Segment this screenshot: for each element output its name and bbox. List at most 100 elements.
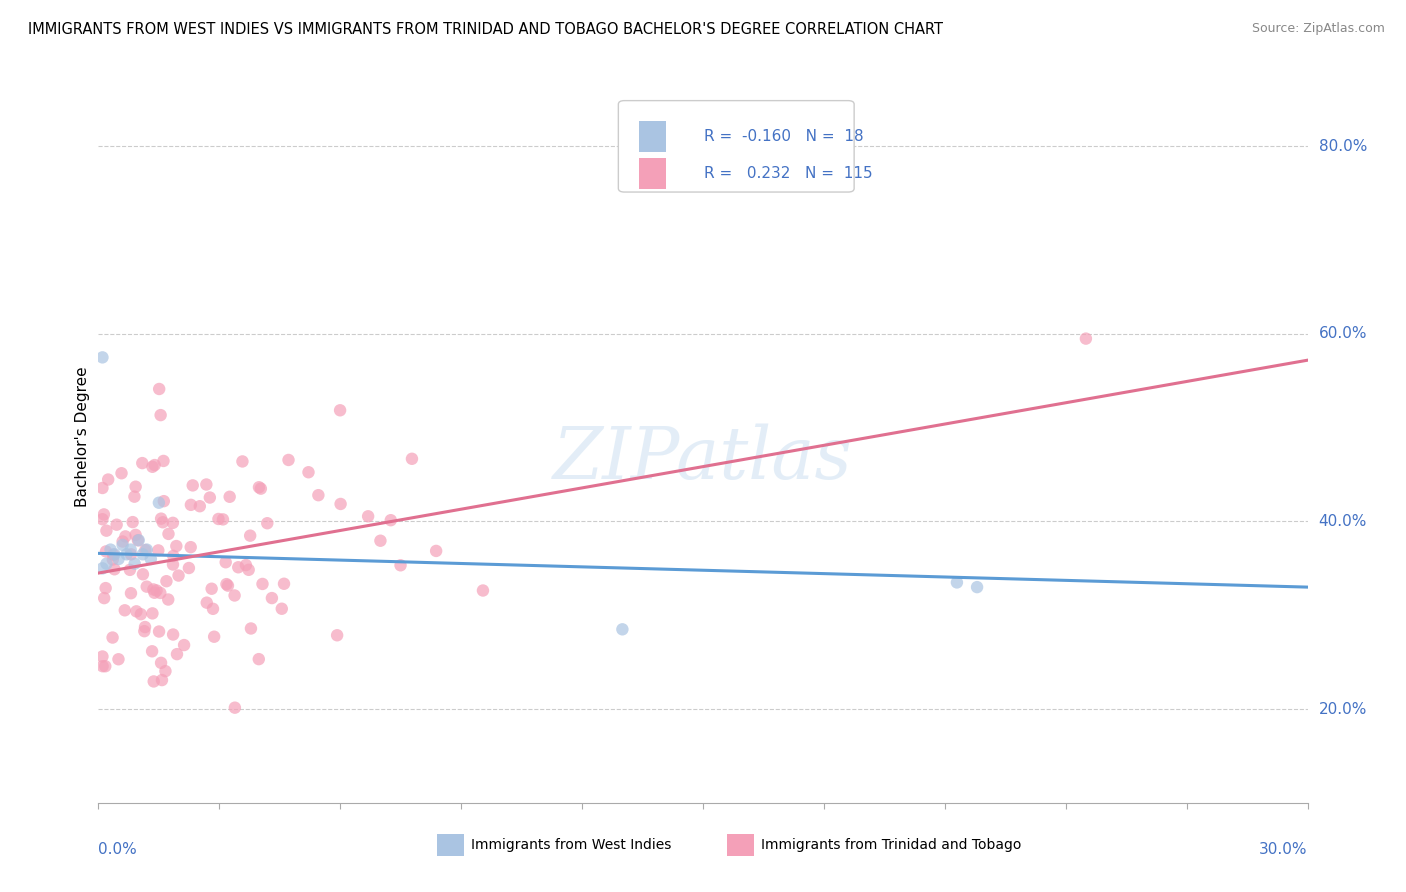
Point — [134, 543, 156, 558]
Text: 20.0%: 20.0% — [1319, 701, 1367, 716]
Point — [201, 582, 224, 596]
Point — [152, 515, 174, 529]
Point — [270, 601, 292, 615]
Point — [166, 647, 188, 661]
Point — [155, 664, 177, 678]
Point — [91, 561, 114, 575]
Point — [94, 659, 117, 673]
Point — [401, 451, 423, 466]
Point — [111, 534, 134, 549]
Point — [157, 527, 180, 541]
Bar — [638, 158, 665, 188]
Point — [150, 511, 173, 525]
Point — [127, 533, 149, 548]
Point — [370, 533, 392, 548]
Point — [162, 558, 184, 572]
Point — [121, 515, 143, 529]
Point — [107, 552, 129, 566]
Point — [260, 591, 283, 605]
Point — [124, 480, 146, 494]
Point — [96, 557, 118, 571]
Point — [224, 700, 246, 714]
Point — [141, 459, 163, 474]
Point — [131, 456, 153, 470]
Point — [217, 579, 239, 593]
Point — [94, 544, 117, 558]
Point — [167, 568, 190, 582]
Point — [277, 453, 299, 467]
Point — [141, 644, 163, 658]
Point — [91, 512, 114, 526]
Point — [105, 517, 128, 532]
Point — [100, 542, 122, 557]
Text: 0.0%: 0.0% — [98, 842, 138, 856]
Point — [120, 547, 142, 561]
Text: Immigrants from West Indies: Immigrants from West Indies — [471, 838, 671, 852]
Text: 30.0%: 30.0% — [1260, 842, 1308, 856]
Text: IMMIGRANTS FROM WEST INDIES VS IMMIGRANTS FROM TRINIDAD AND TOBAGO BACHELOR'S DE: IMMIGRANTS FROM WEST INDIES VS IMMIGRANT… — [28, 22, 943, 37]
Point — [226, 560, 249, 574]
Point — [103, 547, 125, 561]
Point — [153, 494, 176, 508]
Point — [235, 558, 257, 572]
Point — [252, 577, 274, 591]
Point — [101, 631, 124, 645]
Text: Immigrants from Trinidad and Tobago: Immigrants from Trinidad and Tobago — [761, 838, 1021, 852]
Point — [148, 382, 170, 396]
Point — [129, 607, 152, 622]
Point — [247, 652, 270, 666]
Point — [93, 591, 115, 606]
Point — [231, 454, 253, 468]
Point — [212, 512, 235, 526]
Point — [103, 562, 125, 576]
Point — [91, 659, 114, 673]
Point — [142, 674, 165, 689]
Text: 80.0%: 80.0% — [1319, 139, 1367, 154]
Point — [124, 528, 146, 542]
Point — [150, 673, 173, 687]
Point — [198, 491, 221, 505]
Point — [966, 580, 988, 594]
Point — [139, 552, 162, 566]
Point — [149, 586, 172, 600]
Point — [215, 555, 238, 569]
Point — [357, 509, 380, 524]
Point — [110, 467, 132, 481]
Point — [946, 575, 969, 590]
Point — [177, 561, 200, 575]
Point — [181, 478, 204, 492]
Bar — [727, 834, 754, 856]
Point — [96, 524, 118, 538]
Text: R =  -0.160   N =  18: R = -0.160 N = 18 — [704, 128, 863, 144]
Text: 40.0%: 40.0% — [1319, 514, 1367, 529]
Point — [207, 512, 229, 526]
Point — [145, 583, 167, 598]
Point — [195, 477, 218, 491]
Point — [155, 574, 177, 589]
Point — [94, 581, 117, 595]
Point — [180, 540, 202, 554]
Point — [218, 490, 240, 504]
Point — [202, 630, 225, 644]
Point — [165, 539, 187, 553]
Text: R =   0.232   N =  115: R = 0.232 N = 115 — [704, 166, 873, 181]
Point — [215, 577, 238, 591]
Point — [141, 607, 163, 621]
Point — [247, 480, 270, 494]
Point — [135, 580, 157, 594]
Point — [201, 602, 224, 616]
Point — [471, 583, 494, 598]
Point — [162, 627, 184, 641]
Point — [107, 652, 129, 666]
Point — [162, 549, 184, 563]
Point — [307, 488, 329, 502]
Point — [273, 576, 295, 591]
Point — [132, 567, 155, 582]
Point — [125, 604, 148, 618]
Point — [180, 498, 202, 512]
Point — [425, 544, 447, 558]
Point — [326, 628, 349, 642]
Point — [195, 596, 218, 610]
Point — [124, 557, 146, 571]
Point — [115, 547, 138, 561]
